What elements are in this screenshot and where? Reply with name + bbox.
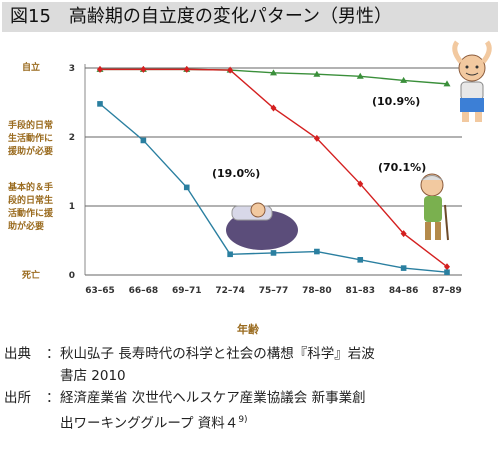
source1-line2: 書店 2010 [60, 368, 126, 384]
y-label-independent: 自立 [22, 61, 40, 73]
series-0-point-5 [313, 70, 321, 77]
line-chart: 自立 手段的日常 生活動作に 援助が必要 基本的＆手 段的日常生 活動作に援 助… [7, 40, 492, 336]
x-tick-5: 78–80 [302, 286, 332, 296]
source-row-2: 出所 ： 経済産業省 次世代ヘルスケア産業協議会 新事業創 [4, 387, 496, 409]
series-2-point-1 [140, 137, 147, 144]
source2-line1: 経済産業省 次世代ヘルスケア産業協議会 新事業創 [60, 390, 366, 406]
series-2-point-8 [444, 269, 450, 276]
series-1-point-6 [357, 180, 364, 188]
y-label-iadl-line1: 手段的日常 [8, 119, 53, 131]
grid [84, 64, 462, 276]
series-2-point-0 [97, 101, 103, 107]
series-0-point-6 [356, 72, 364, 79]
y-label-adl-line2: 段的日常生 [8, 194, 53, 206]
chart-area: 自立 手段的日常 生活動作に 援助が必要 基本的＆手 段的日常生 活動作に援 助… [0, 40, 500, 340]
y-label-adl-line1: 基本的＆手 [7, 181, 53, 193]
y-ticks: 0 1 2 3 [69, 64, 75, 281]
annotation-blue: (19.0%) [212, 167, 260, 180]
bedridden-person-illustration [226, 202, 298, 250]
x-tick-1: 66–68 [129, 286, 159, 296]
series-2-point-3 [227, 251, 233, 258]
y-label-adl-line3: 活動作に援 [8, 207, 54, 219]
y-tick-1: 1 [69, 202, 75, 212]
x-tick-0: 63–65 [85, 286, 115, 296]
series-0-point-4 [270, 69, 277, 76]
series-2-point-5 [314, 248, 320, 255]
series-1-point-7 [400, 230, 407, 238]
x-tick-8: 87–89 [432, 286, 462, 296]
y-tick-2: 2 [69, 133, 75, 143]
source-row-1: 出典 ： 秋山弘子 長寿時代の科学と社会の構想『科学』岩波 [4, 343, 496, 365]
series-0-point-7 [400, 76, 408, 83]
series-0-point-8 [443, 80, 451, 87]
series-1-point-8 [444, 263, 450, 271]
annotation-green: (10.9%) [372, 95, 420, 108]
series-1-point-5 [313, 134, 320, 142]
series-1-point-4 [270, 104, 277, 112]
figure-title: 図15 高齢期の自立度の変化パターン（男性） [2, 2, 498, 32]
source1-label: 出典 [4, 346, 31, 362]
series-2-point-7 [400, 265, 407, 271]
y-label-iadl-line2: 生活動作に [8, 132, 53, 144]
series-layer [96, 65, 451, 276]
source2-line2: 出ワーキンググループ 資料４ [60, 415, 239, 432]
source2-ref: 9) [238, 415, 248, 425]
footer: 出典 ： 秋山弘子 長寿時代の科学と社会の構想『科学』岩波 書店 2010 出所… [4, 343, 496, 435]
series-2-point-4 [270, 250, 277, 256]
x-tick-2: 69–71 [172, 286, 202, 296]
y-label-death: 死亡 [21, 269, 40, 281]
elderly-man-cheerful-illustration [452, 40, 492, 122]
x-tick-6: 81–83 [345, 286, 375, 296]
annotation-red: (70.1%) [378, 161, 426, 174]
series-2-point-2 [183, 184, 190, 191]
x-tick-3: 72–74 [215, 286, 245, 296]
elderly-man-cane-illustration [420, 173, 449, 241]
y-tick-0: 0 [69, 271, 75, 281]
y-tick-3: 3 [69, 64, 75, 74]
source1-colon: ： [46, 346, 60, 362]
source2-label: 出所 [4, 390, 31, 406]
series-1-point-3 [227, 66, 234, 74]
y-label-iadl-line3: 援助が必要 [8, 145, 53, 157]
x-tick-4: 75–77 [259, 286, 289, 296]
x-ticks: 63–65 66–68 69–71 72–74 75–77 78–80 81–83 84–86… [85, 286, 462, 296]
series-2-point-6 [357, 257, 364, 263]
x-tick-7: 84–86 [389, 286, 419, 296]
source2-colon: ： [46, 390, 60, 406]
source1-line1: 秋山弘子 長寿時代の科学と社会の構想『科学』岩波 [60, 346, 375, 362]
y-label-adl-line4: 助が必要 [8, 220, 44, 232]
source2-line2-wrap: 出ワーキンググループ 資料４9) [4, 409, 496, 435]
x-axis-title: 年齢 [237, 322, 260, 336]
